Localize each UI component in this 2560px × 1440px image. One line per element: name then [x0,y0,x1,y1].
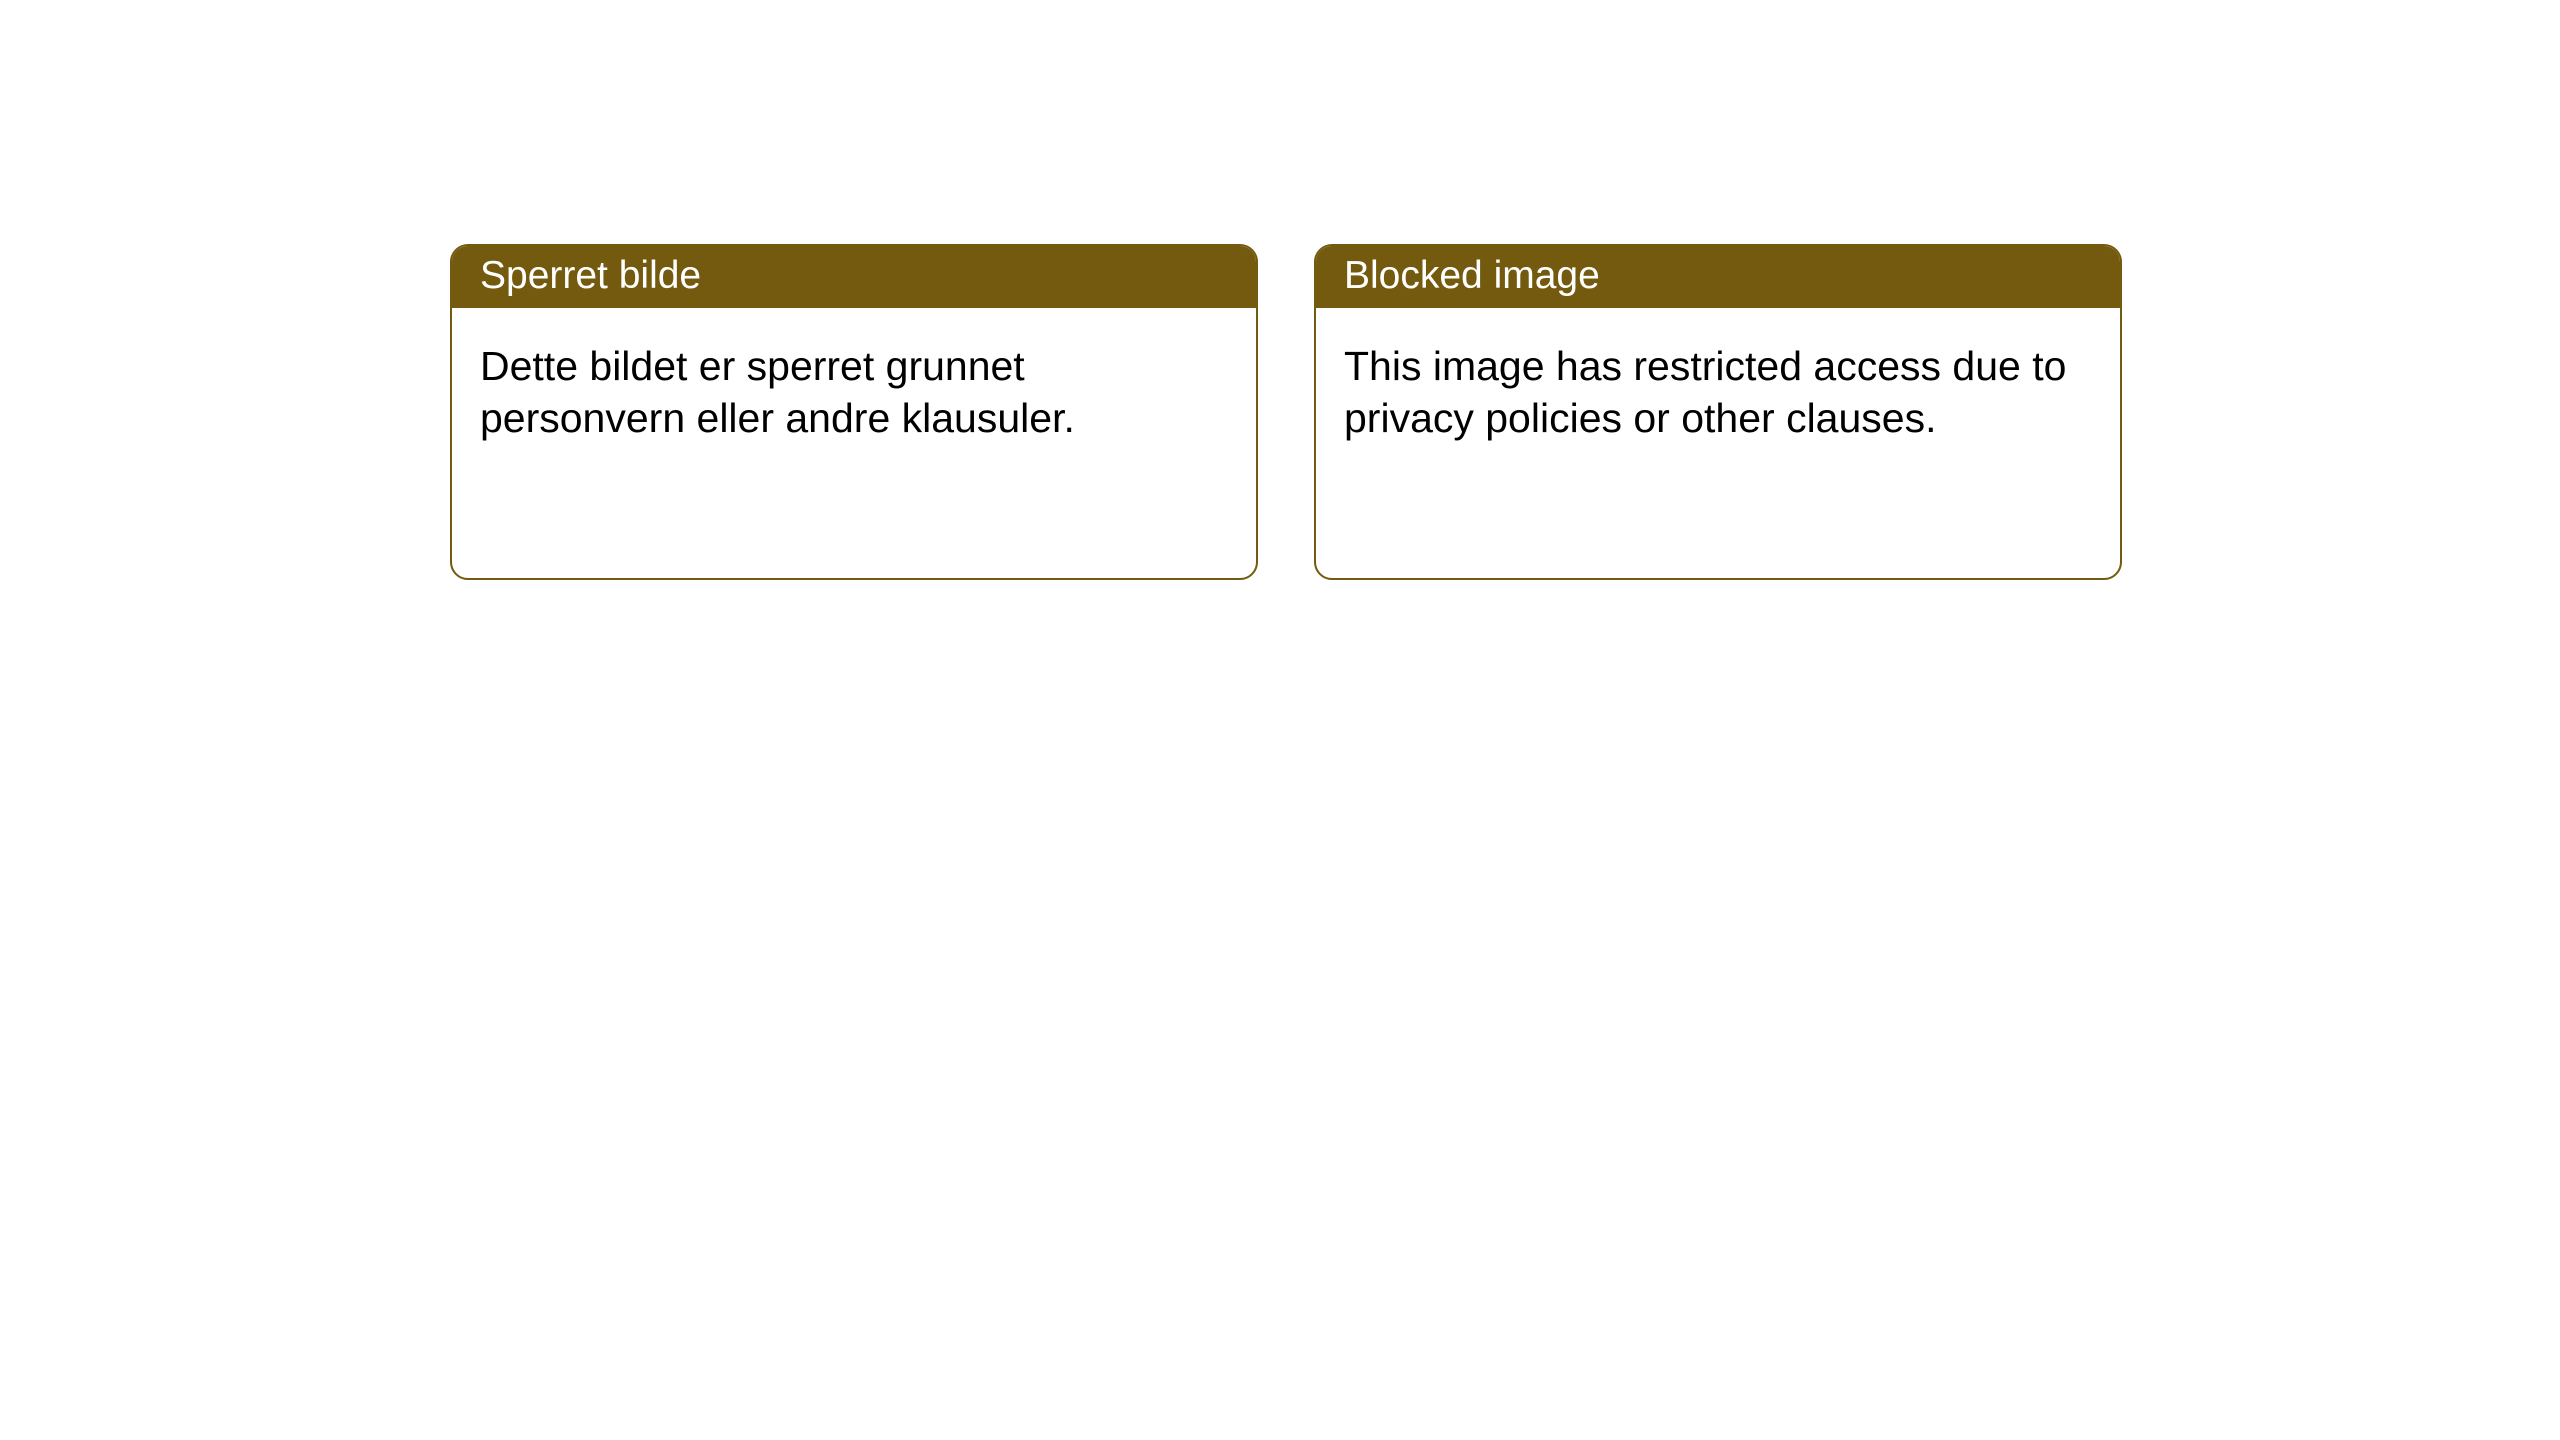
notice-body: This image has restricted access due to … [1316,308,2120,477]
notice-title: Blocked image [1344,254,1600,297]
notice-container: Sperret bilde Dette bildet er sperret gr… [0,0,2560,580]
notice-message: Dette bildet er sperret grunnet personve… [480,343,1075,441]
notice-header: Sperret bilde [452,246,1256,308]
notice-message: This image has restricted access due to … [1344,343,2066,441]
notice-body: Dette bildet er sperret grunnet personve… [452,308,1256,477]
notice-header: Blocked image [1316,246,2120,308]
notice-card-norwegian: Sperret bilde Dette bildet er sperret gr… [450,244,1258,580]
notice-card-english: Blocked image This image has restricted … [1314,244,2122,580]
notice-title: Sperret bilde [480,254,701,297]
